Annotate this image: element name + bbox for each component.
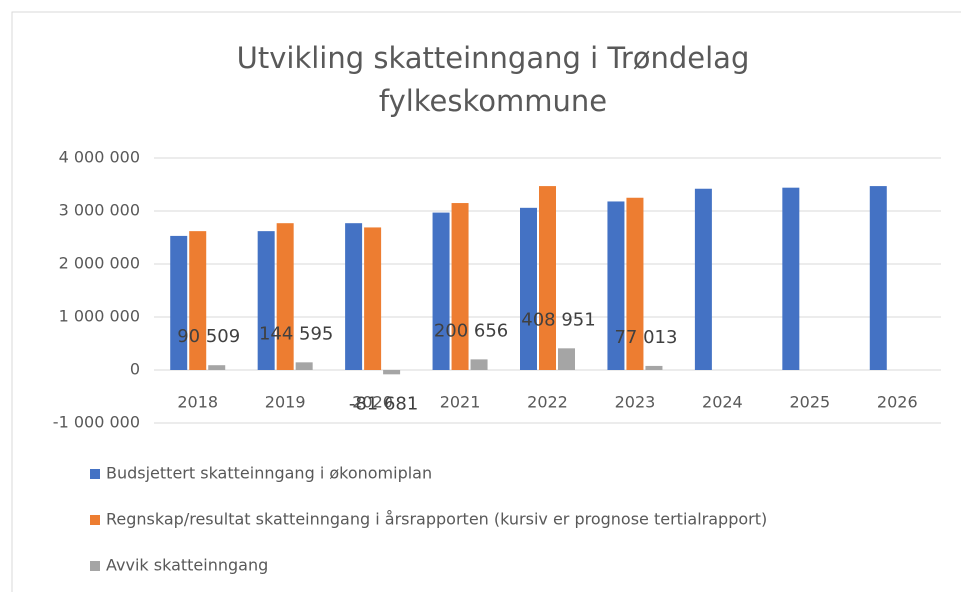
x-tick-label: 2019 — [265, 393, 306, 412]
y-tick-label: -1 000 000 — [53, 413, 140, 432]
x-tick-label: 2024 — [702, 393, 743, 412]
bar — [189, 231, 207, 370]
bar — [170, 235, 188, 370]
data-label: 200 656 — [434, 320, 508, 341]
y-tick-label: 1 000 000 — [59, 307, 140, 326]
bar — [607, 201, 625, 370]
chart-title: Utvikling skatteinngang i Trøndelag — [237, 41, 750, 75]
legend-swatch — [90, 469, 100, 479]
data-label: -81 681 — [349, 393, 418, 414]
chart-subtitle: fylkeskommune — [379, 84, 607, 118]
bar — [558, 348, 575, 370]
chart-frame — [11, 11, 961, 592]
x-tick-label: 2020 — [352, 393, 393, 412]
x-tick-label: 2023 — [615, 393, 656, 412]
y-tick-label: 0 — [130, 360, 140, 379]
data-label: 77 013 — [614, 327, 677, 348]
legend-label: Budsjettert skatteinngang i økonomiplan — [106, 464, 432, 483]
y-tick-label: 2 000 000 — [59, 254, 140, 273]
bar — [364, 227, 382, 370]
bar — [626, 197, 644, 370]
bar — [257, 231, 275, 370]
bar — [276, 223, 294, 370]
legend-swatch — [90, 561, 100, 571]
bar — [345, 223, 363, 370]
bar — [869, 186, 887, 370]
bar — [470, 359, 488, 370]
x-tick-label: 2021 — [440, 393, 481, 412]
bar — [295, 362, 313, 370]
bar — [208, 365, 226, 370]
data-label: 90 509 — [177, 326, 240, 347]
x-tick-label: 2022 — [527, 393, 568, 412]
bar — [694, 188, 712, 370]
legend-label: Avvik skatteinngang — [106, 556, 268, 575]
bar — [451, 203, 469, 370]
bar — [645, 365, 663, 370]
y-tick-label: 4 000 000 — [59, 148, 140, 167]
x-tick-label: 2026 — [877, 393, 918, 412]
y-tick-label: 3 000 000 — [59, 201, 140, 220]
data-label: 144 595 — [259, 323, 333, 344]
bar — [383, 370, 401, 375]
data-label: 408 951 — [521, 309, 595, 330]
bar — [520, 207, 537, 370]
x-tick-label: 2025 — [789, 393, 830, 412]
bar — [432, 212, 450, 370]
x-tick-label: 2018 — [177, 393, 218, 412]
bar — [782, 187, 800, 370]
bar — [539, 186, 556, 370]
legend-swatch — [90, 515, 100, 525]
legend-label: Regnskap/resultat skatteinngang i årsrap… — [106, 510, 767, 529]
